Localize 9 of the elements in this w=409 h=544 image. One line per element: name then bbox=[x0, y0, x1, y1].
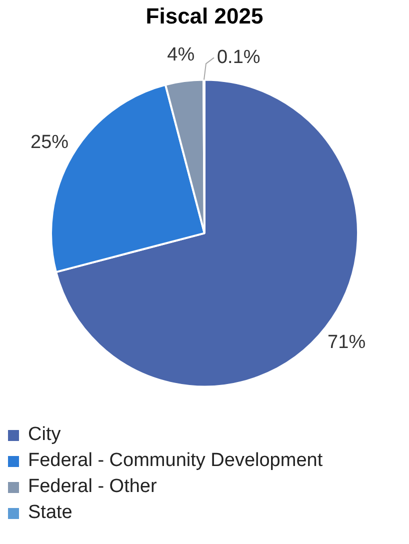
data-label: 4% bbox=[167, 44, 195, 66]
legend-label: City bbox=[28, 424, 61, 446]
legend-label: Federal - Community Development bbox=[28, 450, 323, 472]
data-label: 25% bbox=[30, 132, 69, 153]
chart-title: Fiscal 2025 bbox=[146, 3, 264, 28]
legend-label: State bbox=[28, 502, 72, 524]
legend-label: Federal - Other bbox=[28, 476, 157, 498]
data-label: 0.1% bbox=[216, 46, 260, 68]
data-label: 71% bbox=[328, 332, 366, 354]
